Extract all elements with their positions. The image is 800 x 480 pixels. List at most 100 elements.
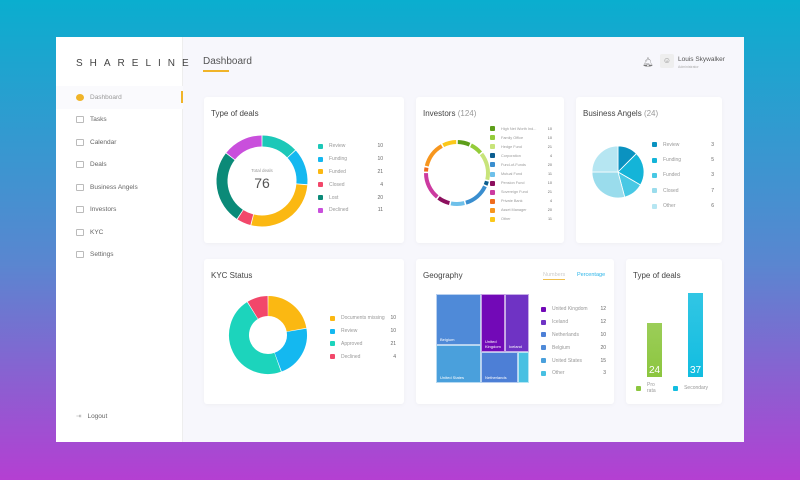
legend-item[interactable]: Iceland 12 <box>541 316 606 329</box>
percentage-toggle[interactable]: Percentage <box>577 272 606 278</box>
deals-segment-funding[interactable] <box>287 150 308 185</box>
legend-value: 3 <box>711 172 714 179</box>
investors-segment-asset-manager[interactable] <box>424 144 443 167</box>
treemap-belgium[interactable]: Belgium <box>436 294 481 345</box>
legend-item[interactable]: Mutual Fund 11 <box>490 169 552 178</box>
sidebar-item-label: Business Angels <box>90 183 138 191</box>
kyc-segment-review[interactable] <box>274 328 307 372</box>
deals-segment-closed[interactable] <box>237 209 254 225</box>
legend-item[interactable]: Funding 10 <box>318 153 383 166</box>
legend-item[interactable]: Family Office 10 <box>490 133 552 142</box>
sidebar-item-settings[interactable]: Settings <box>56 244 183 267</box>
deals-legend: Review 10 Funding 10 Funded 21 Closed 4 Lost 20 De… <box>318 140 383 217</box>
legend-item[interactable]: Hedge Fund 21 <box>490 142 552 151</box>
legend-value: 21 <box>547 190 552 195</box>
numbers-toggle[interactable]: Numbers <box>543 272 566 280</box>
legend-item[interactable]: Corporation 4 <box>490 151 552 160</box>
legend-item[interactable]: Funded 21 <box>318 166 383 179</box>
kyc-segment-documents-missing[interactable] <box>267 296 307 333</box>
legend-item[interactable]: Lost 20 <box>318 191 383 204</box>
legend-item[interactable]: Declined 11 <box>318 204 383 217</box>
legend-item[interactable]: Other 3 <box>541 367 606 380</box>
deals-segment-funded[interactable] <box>251 183 308 227</box>
legend-item[interactable]: Netherlands 10 <box>541 329 606 342</box>
legend-item[interactable]: Private Bank 4 <box>490 197 552 206</box>
sidebar-item-deals[interactable]: Deals <box>56 154 183 177</box>
legend-swatch <box>490 153 495 159</box>
treemap-iceland[interactable]: Iceland <box>505 294 529 352</box>
investors-segment-other[interactable] <box>442 140 457 148</box>
bar-pro-rata[interactable]: 24 <box>647 322 662 377</box>
sidebar-item-kyc[interactable]: KYC <box>56 221 183 244</box>
legend-item[interactable]: United States 15 <box>541 354 606 367</box>
pie-slice-funding[interactable] <box>617 153 645 186</box>
pie-slice-other[interactable] <box>591 145 619 173</box>
legend-item[interactable]: Closed 7 <box>652 183 714 198</box>
sidebar-item-dashboard[interactable]: Dashboard <box>56 86 183 109</box>
legend-item[interactable]: Fund-of-Funds 20 <box>490 160 552 169</box>
sidebar-item-business-angels[interactable]: Business Angels <box>56 176 183 199</box>
legend-label: Lost <box>329 194 339 201</box>
deals-segment-lost[interactable] <box>216 153 244 219</box>
sidebar-item-investors[interactable]: Investors <box>56 199 183 222</box>
legend-item[interactable]: Pension Fund 10 <box>490 179 552 188</box>
user-name[interactable]: Louis Skywalker <box>678 56 725 63</box>
sidebar-item-calendar[interactable]: Calendar <box>56 131 183 154</box>
notification-bell-icon[interactable]: 🔔︎ <box>642 57 654 67</box>
legend-value: 21 <box>377 168 383 175</box>
legend-item[interactable]: High Net Worth Ind... 10 <box>490 124 552 133</box>
legend-value: 6 <box>711 203 714 210</box>
legend-item[interactable]: Funded 3 <box>652 168 714 183</box>
investors-segment-high-net-worth-ind-[interactable] <box>457 140 471 147</box>
legend-item[interactable]: Closed 4 <box>318 178 383 191</box>
treemap-netherlands[interactable]: Netherlands <box>481 352 518 383</box>
investors-segment-hedge-fund[interactable] <box>479 152 490 181</box>
legend-item[interactable]: Funding 5 <box>652 152 714 167</box>
legend-swatch <box>541 345 546 351</box>
kyc-segment-approved[interactable] <box>229 302 281 374</box>
legend-item[interactable]: Declined 4 <box>330 350 396 363</box>
legend-item[interactable]: Review 3 <box>652 137 714 152</box>
legend-item[interactable]: Secondary <box>673 384 708 392</box>
investors-segment-mutual-fund[interactable] <box>450 201 465 206</box>
legend-item[interactable]: Approved 21 <box>330 338 396 351</box>
bar-secondary[interactable]: 37 <box>688 293 703 377</box>
kyc-segment-declined[interactable] <box>247 296 269 320</box>
legend-item[interactable]: Documents missing 10 <box>330 312 396 325</box>
card-title: Type of deals <box>211 109 259 118</box>
legend-item[interactable]: United Kingdom 12 <box>541 303 606 316</box>
legend-item[interactable]: Sovereign Fund 21 <box>490 188 552 197</box>
treemap-united-states[interactable]: United States <box>436 345 481 383</box>
legend-item[interactable]: Pro rata <box>636 382 661 394</box>
legend-value: 11 <box>548 172 552 177</box>
sidebar-item-label: Tasks <box>90 116 107 124</box>
legend-value: 10 <box>377 143 383 150</box>
investors-segment-family-office[interactable] <box>469 143 483 155</box>
deals-segment-review[interactable] <box>262 135 296 158</box>
pie-slice-closed[interactable] <box>591 171 626 199</box>
investors-segment-pension-fund[interactable] <box>437 196 451 206</box>
legend-swatch <box>652 172 657 178</box>
logout-button[interactable]: ⇥ Logout <box>76 412 108 421</box>
legend-swatch <box>490 144 495 150</box>
investors-segment-fund-of-funds[interactable] <box>465 185 487 205</box>
investors-segment-sovereign-fund[interactable] <box>424 172 439 199</box>
treemap-united-kingdom[interactable]: United Kingdom <box>481 294 505 352</box>
deals-segment-declined[interactable] <box>226 135 262 160</box>
avatar[interactable]: ☺ <box>660 54 674 68</box>
legend-item[interactable]: Belgium 20 <box>541 341 606 354</box>
legend-swatch <box>330 354 335 360</box>
sidebar-item-label: Deals <box>90 161 107 169</box>
legend-swatch <box>318 143 323 149</box>
legend-label: High Net Worth Ind... <box>501 126 537 131</box>
treemap-other[interactable] <box>518 352 529 383</box>
legend-item[interactable]: Other 6 <box>652 199 714 214</box>
legend-item[interactable]: Review 10 <box>318 140 383 153</box>
investors-segment-corporation[interactable] <box>483 180 489 186</box>
sidebar-item-tasks[interactable]: Tasks <box>56 109 183 132</box>
legend-item[interactable]: Other 11 <box>490 215 552 224</box>
legend-item[interactable]: Asset Manager 20 <box>490 206 552 215</box>
legend-swatch <box>330 341 335 347</box>
legend-value: 15 <box>600 357 606 364</box>
legend-item[interactable]: Review 10 <box>330 325 396 338</box>
